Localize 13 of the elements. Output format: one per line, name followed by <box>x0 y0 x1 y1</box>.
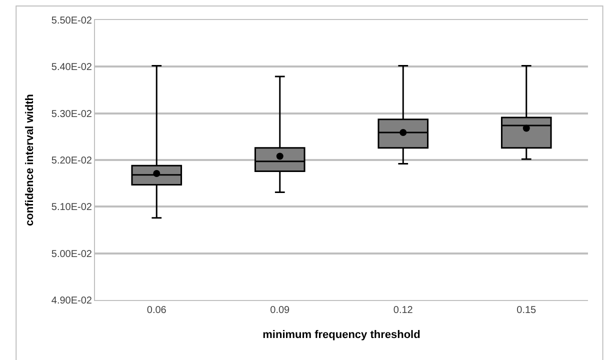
y-tick-label: 5.20E-02 <box>51 156 92 166</box>
x-tick-label: 0.09 <box>270 305 290 316</box>
y-tick-label: 5.30E-02 <box>51 108 92 120</box>
x-tick-label: 0.12 <box>393 305 414 316</box>
x-tick-label: 0.06 <box>146 305 167 316</box>
x-axis-title: minimum frequency threshold <box>262 329 420 342</box>
y-tick-label: 5.10E-02 <box>51 202 92 214</box>
y-tick-label: 5.00E-02 <box>51 248 92 260</box>
y-axis-title: confidence interval width <box>24 94 36 226</box>
x-tick-label: 0.15 <box>516 305 537 316</box>
y-tick-label: 4.90E-02 <box>51 296 92 306</box>
y-tick-label: 5.50E-02 <box>51 16 92 26</box>
y-tick-label: 5.40E-02 <box>51 62 92 74</box>
